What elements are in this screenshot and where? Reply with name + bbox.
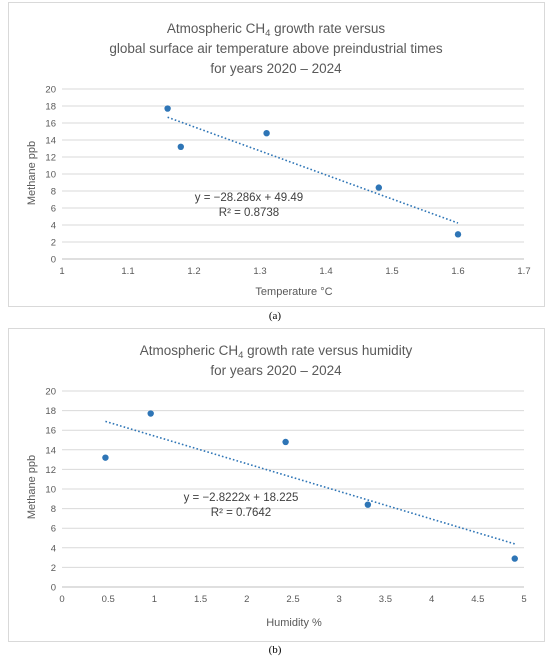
- x-tick-label: 1.4: [319, 266, 332, 277]
- chart-b-panel: Atmospheric CH4 growth rate versus humid…: [8, 328, 545, 642]
- y-tick-label: 10: [45, 170, 56, 181]
- data-point: [164, 105, 171, 112]
- chart-a-title-line2: global surface air temperature above pre…: [109, 41, 442, 56]
- data-point: [147, 410, 154, 417]
- chart-b-title-line2: for years 2020 – 2024: [210, 363, 342, 378]
- trendline: [167, 116, 459, 224]
- data-point: [177, 143, 184, 150]
- trendline: [105, 420, 515, 545]
- chart-a-r2: R² = 0.8738: [219, 207, 279, 219]
- chart-a-title-line3: for years 2020 – 2024: [210, 61, 342, 76]
- y-tick-label: 4: [51, 543, 56, 554]
- data-point: [282, 438, 289, 446]
- x-tick-label: 1.3: [253, 266, 266, 277]
- chart-a-caption: (a): [268, 310, 282, 322]
- x-tick-label: 1.5: [385, 266, 398, 277]
- chart-b-caption: (b): [268, 644, 282, 656]
- x-tick-label: 1.7: [517, 266, 530, 277]
- chart-a-ylabel: Methane ppb: [26, 141, 38, 205]
- x-tick-label: 1.5: [194, 594, 207, 605]
- x-tick-label: 2.5: [286, 594, 299, 605]
- y-tick-label: 12: [45, 153, 56, 164]
- y-tick-label: 6: [51, 204, 56, 215]
- chart-b-title-line1: Atmospheric CH4 growth rate versus humid…: [140, 343, 413, 361]
- y-tick-label: 18: [45, 406, 56, 417]
- x-tick-label: 1.2: [187, 266, 200, 277]
- y-tick-label: 12: [45, 465, 56, 476]
- y-tick-label: 20: [45, 85, 56, 96]
- y-tick-label: 4: [51, 221, 56, 232]
- x-tick-label: 0: [59, 594, 64, 605]
- data-point: [454, 231, 462, 238]
- y-tick-label: 8: [51, 187, 56, 198]
- x-tick-label: 3.5: [379, 594, 392, 605]
- data-point: [102, 454, 109, 461]
- y-tick-label: 0: [51, 583, 56, 594]
- x-tick-label: 0.5: [102, 594, 115, 605]
- x-tick-label: 2: [244, 594, 249, 605]
- chart-a-equation: y = −28.286x + 49.49: [195, 192, 303, 204]
- chart-b-ylabel: Methane ppb: [26, 455, 38, 519]
- y-tick-label: 14: [45, 445, 56, 456]
- x-tick-label: 1.1: [121, 266, 134, 277]
- y-tick-label: 10: [45, 485, 56, 496]
- x-tick-label: 5: [521, 594, 526, 605]
- chart-a: Atmospheric CH4 growth rate versus globa…: [26, 21, 531, 298]
- y-tick-label: 18: [45, 102, 56, 113]
- chart-b: Atmospheric CH4 growth rate versus humid…: [26, 343, 527, 629]
- y-tick-label: 8: [51, 504, 56, 515]
- x-tick-label: 1: [152, 594, 157, 605]
- chart-a-title-line1: Atmospheric CH4 growth rate versus: [167, 21, 386, 39]
- y-tick-label: 0: [51, 255, 56, 266]
- data-point: [375, 184, 382, 191]
- data-point: [263, 130, 270, 137]
- y-tick-label: 16: [45, 119, 56, 130]
- chart-b-equation: y = −2.8222x + 18.225: [184, 492, 299, 504]
- chart-a-xlabel: Temperature °C: [255, 286, 332, 298]
- data-point: [364, 501, 372, 508]
- y-tick-label: 20: [45, 387, 56, 398]
- x-tick-label: 3: [337, 594, 342, 605]
- data-point: [511, 555, 518, 562]
- x-tick-label: 4.5: [471, 594, 484, 605]
- chart-a-panel: Atmospheric CH4 growth rate versus globa…: [8, 2, 545, 307]
- x-tick-label: 1.6: [451, 266, 464, 277]
- y-tick-label: 2: [51, 563, 56, 574]
- x-tick-label: 1: [59, 266, 64, 277]
- y-tick-label: 2: [51, 238, 56, 249]
- y-tick-label: 16: [45, 426, 56, 437]
- x-tick-label: 4: [429, 594, 434, 605]
- chart-b-xlabel: Humidity %: [266, 617, 322, 629]
- y-tick-label: 6: [51, 524, 56, 535]
- y-tick-label: 14: [45, 136, 56, 147]
- chart-b-r2: R² = 0.7642: [211, 507, 271, 519]
